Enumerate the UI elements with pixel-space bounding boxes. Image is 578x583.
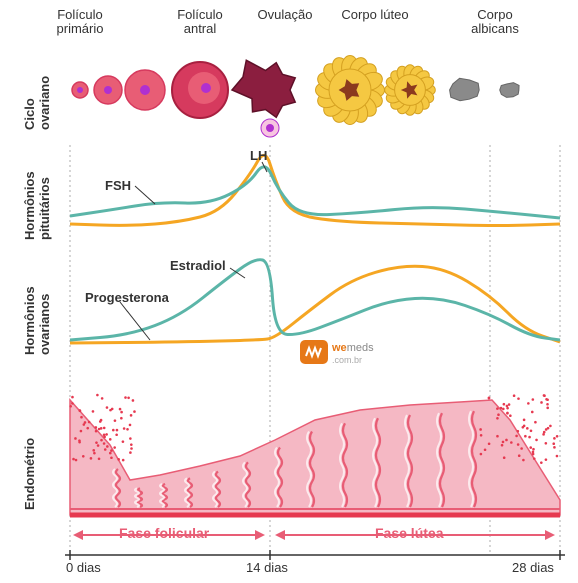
- stage-label: Folículoprimário: [40, 8, 120, 37]
- label-lh: LH: [250, 148, 267, 163]
- logo-badge: [300, 340, 328, 364]
- axis-tick-label: 28 dias: [512, 560, 554, 575]
- axis-tick-label: 14 dias: [246, 560, 288, 575]
- stage-label: Folículoantral: [160, 8, 240, 37]
- logo-text: wemeds .com.br: [332, 342, 374, 366]
- stage-label: Corpoalbicans: [455, 8, 535, 37]
- phase-luteal-label: Fase lútea: [375, 525, 443, 541]
- label-estradiol: Estradiol: [170, 258, 226, 273]
- label-fsh: FSH: [105, 178, 131, 193]
- menstrual-cycle-diagram: Ciclo ovariano Hormônios pituitários Hor…: [0, 0, 578, 583]
- label-progesterone: Progesterona: [85, 290, 169, 305]
- phase-follicular-label: Fase folicular: [119, 525, 209, 541]
- axis-tick-label: 0 dias: [66, 560, 101, 575]
- stage-label: Ovulação: [245, 8, 325, 22]
- stage-label: Corpo lúteo: [335, 8, 415, 22]
